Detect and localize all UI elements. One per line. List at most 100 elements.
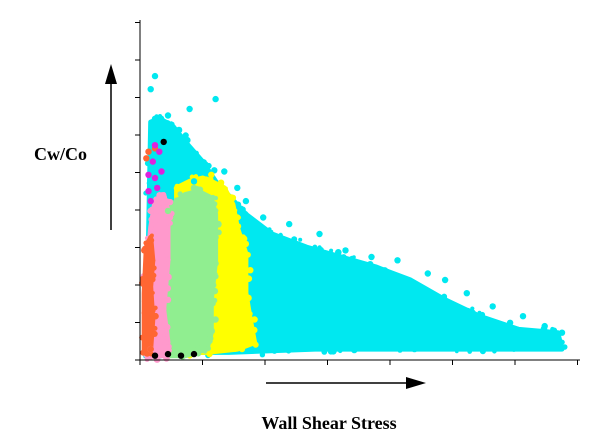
cloud-speckle: [142, 305, 148, 310]
cloud-speckle: [146, 238, 152, 244]
cloud-speckle: [209, 226, 215, 232]
scatter-point: [158, 168, 165, 175]
cloud-speckle: [240, 206, 246, 213]
cloud-speckle: [205, 194, 213, 202]
cloud-speckle: [318, 247, 324, 253]
scatter-point: [143, 155, 150, 162]
cloud-speckle: [144, 160, 151, 167]
cloud-speckle: [164, 251, 170, 257]
cloud-speckle: [141, 282, 147, 288]
scatter-point: [424, 270, 431, 277]
scatter-point: [208, 273, 215, 280]
cloud-speckle: [151, 291, 155, 295]
cloud-speckle: [151, 217, 159, 224]
cloud-speckle: [374, 265, 380, 271]
cloud-speckle: [241, 294, 246, 298]
scatter-point: [489, 303, 496, 310]
cloud-speckle: [208, 201, 215, 208]
scatter-point: [394, 257, 401, 264]
cloud-speckle: [321, 349, 328, 355]
cloud-speckle: [139, 276, 146, 282]
cloud-speckle: [238, 239, 244, 246]
cloud-speckle: [205, 314, 210, 319]
cloud-speckle: [148, 254, 155, 260]
plot-area: [139, 72, 568, 363]
cloud-speckle: [165, 273, 172, 281]
scatter-point: [242, 296, 250, 303]
scatter-point: [147, 207, 154, 215]
cloud-speckle: [224, 194, 229, 199]
cloud-speckle: [267, 348, 272, 353]
scatter-point: [145, 171, 152, 178]
cloud-speckle: [175, 126, 183, 134]
cloud-speckle: [211, 167, 218, 174]
cloud-speckle: [340, 254, 347, 260]
cloud-speckle: [210, 300, 216, 307]
cloud-speckle: [479, 348, 486, 355]
scatter-point: [541, 322, 548, 330]
cloud-speckle: [159, 200, 165, 206]
cloud-speckle: [242, 211, 249, 218]
cloud-speckle: [173, 185, 179, 191]
scatter-point: [229, 194, 237, 201]
cloud-speckle: [141, 299, 146, 304]
scatter-point: [558, 329, 566, 336]
cloud-speckle: [174, 197, 179, 202]
cloud-speckle: [183, 181, 188, 186]
scatter-point: [164, 112, 172, 119]
cloud-speckle: [195, 155, 202, 162]
point-cloud-0: [143, 116, 565, 355]
scatter-point: [147, 345, 154, 353]
cloud-speckle: [184, 136, 191, 144]
y-axis-ticks: [135, 22, 140, 361]
cloud-speckle: [157, 114, 163, 119]
cloud-speckle: [399, 276, 406, 283]
cloud-speckle: [254, 347, 259, 352]
scatter-point: [160, 336, 167, 343]
cloud-speckle: [206, 351, 213, 358]
cloud-speckle: [247, 311, 253, 317]
cloud-speckle: [147, 177, 153, 183]
scatter-point: [160, 138, 167, 146]
scatter-point: [164, 217, 172, 224]
cloud-speckle: [149, 229, 154, 234]
cloud-speckle: [465, 307, 471, 314]
cloud-speckle: [546, 342, 553, 349]
y-axis-label: Cw/Co: [34, 144, 87, 164]
scatter-point: [186, 105, 193, 113]
cloud-speckle: [413, 284, 418, 289]
scatter-point: [342, 247, 349, 254]
cloud-speckle: [246, 321, 251, 327]
cloud-speckle: [149, 233, 154, 238]
cloud-speckle: [235, 223, 242, 230]
scatter-points: [141, 72, 566, 359]
scatter-point: [212, 316, 219, 323]
cloud-speckle: [436, 296, 442, 302]
cloud-speckle: [351, 346, 358, 354]
cloud-speckle: [150, 272, 157, 279]
cloud-speckle: [531, 343, 538, 350]
scatter-point: [506, 319, 514, 326]
cloud-speckle: [298, 237, 303, 242]
cloud-speckle: [177, 191, 183, 197]
scatter-point: [251, 316, 258, 323]
cloud-speckle: [479, 311, 486, 318]
cloud-speckle: [146, 272, 153, 279]
cloud-speckle: [218, 181, 224, 187]
cloud-speckle: [358, 264, 363, 269]
scatter-point: [212, 95, 219, 103]
scatter-point: [143, 263, 150, 271]
point-clouds: [139, 114, 568, 363]
cloud-speckle: [252, 221, 258, 227]
cloud-speckle: [213, 208, 219, 214]
cloud-speckle: [145, 242, 152, 250]
cloud-speckle: [150, 134, 156, 140]
scatter-point: [247, 267, 254, 274]
scatter-point: [190, 178, 198, 185]
scatter-point: [212, 234, 219, 241]
cloud-speckle: [230, 344, 234, 349]
x-axis-ticks: [139, 360, 578, 365]
scatter-point: [145, 329, 152, 336]
cloud-speckle: [394, 272, 401, 279]
cloud-speckle: [223, 186, 228, 191]
